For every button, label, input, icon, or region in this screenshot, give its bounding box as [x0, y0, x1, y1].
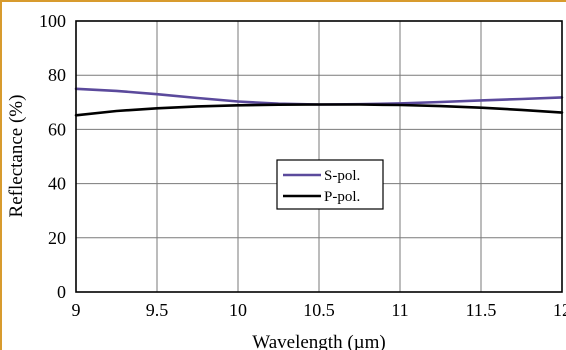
- y-tick-label: 80: [48, 65, 66, 85]
- series-line-p-pol: [74, 103, 564, 117]
- y-axis-label: Reflectance (%): [6, 95, 27, 218]
- x-tick-label: 9: [72, 300, 81, 320]
- y-tick-labels: 0 20 40 60 80 100: [39, 11, 66, 302]
- x-tick-label: 11: [391, 300, 408, 320]
- y-tick-label: 100: [39, 11, 66, 31]
- x-tick-label: 9.5: [146, 300, 169, 320]
- series-lines: [74, 87, 564, 117]
- x-tick-label: 10.5: [303, 300, 335, 320]
- legend-label-s-pol: S-pol.: [324, 168, 360, 184]
- plot-border: [75, 20, 563, 293]
- legend: S-pol. P-pol.: [276, 159, 384, 210]
- y-tick-label: 0: [57, 282, 66, 302]
- x-tick-labels: 9 9.5 10 10.5 11 11.5 12: [72, 300, 566, 320]
- x-tick-label: 10: [229, 300, 247, 320]
- legend-label-p-pol: P-pol.: [324, 189, 360, 205]
- y-tick-label: 40: [48, 174, 66, 194]
- y-tick-label: 20: [48, 228, 66, 248]
- legend-box: [276, 159, 384, 210]
- x-axis-label: Wavelength (µm): [252, 332, 385, 350]
- x-tick-label: 12: [553, 300, 566, 320]
- x-tick-label: 11.5: [466, 300, 497, 320]
- y-tick-label: 60: [48, 119, 66, 139]
